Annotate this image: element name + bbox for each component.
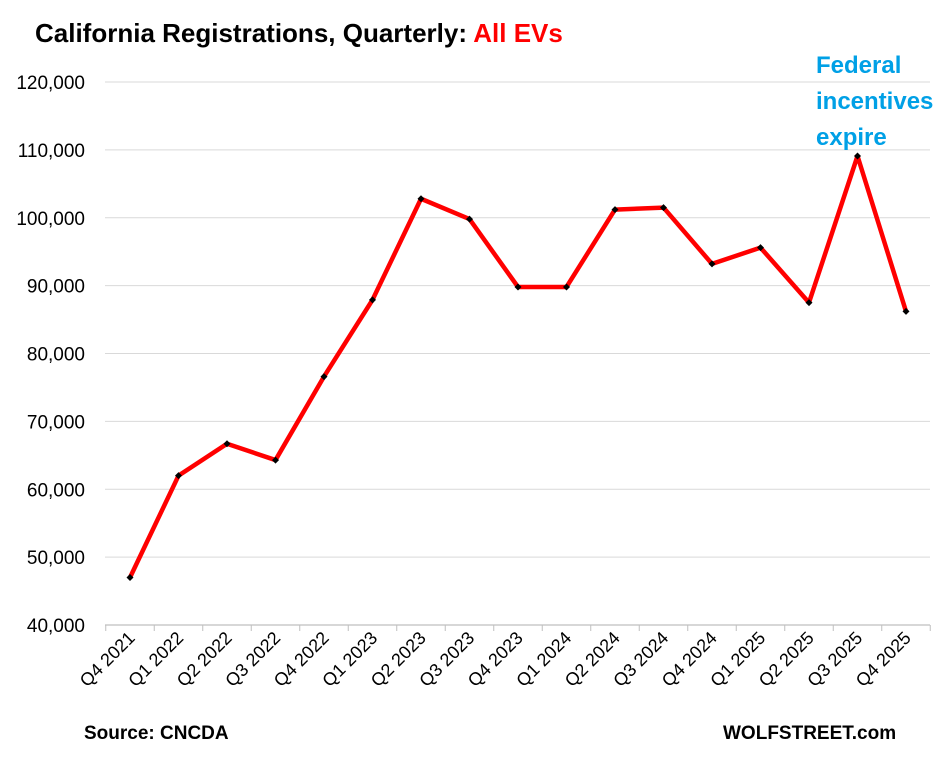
data-point	[902, 307, 910, 315]
annotation-line-2: incentives	[816, 88, 934, 115]
data-point	[854, 152, 861, 160]
data-point	[514, 283, 522, 291]
y-tick-label: 100,000	[16, 209, 85, 230]
source-label: Source: CNCDA	[84, 723, 229, 744]
y-tick-label: 60,000	[27, 480, 85, 501]
data-point	[805, 299, 813, 307]
x-axis	[105, 624, 931, 631]
chart-title-highlight: All EVs	[473, 18, 563, 48]
y-tick-label: 40,000	[27, 616, 85, 637]
data-point	[320, 373, 328, 381]
y-tick-label: 120,000	[16, 73, 85, 94]
data-point	[757, 244, 764, 252]
gridlines	[105, 81, 930, 558]
series-line	[127, 153, 909, 580]
y-tick-label: 90,000	[27, 277, 85, 298]
credit-label: WOLFSTREET.com	[723, 723, 897, 744]
chart-title-main: California Registrations, Quarterly:	[35, 18, 474, 48]
series-all-evs	[126, 152, 910, 581]
data-point	[660, 204, 667, 212]
y-tick-label: 50,000	[27, 548, 85, 569]
annotation-line-1: Federal	[816, 52, 902, 79]
data-point	[272, 456, 279, 464]
data-point	[126, 573, 134, 581]
data-point	[175, 472, 182, 480]
y-axis-labels: 40,000 50,000 60,000 70,000 80,000 90,000 100,…	[16, 73, 85, 637]
y-tick-label: 80,000	[27, 345, 85, 366]
annotation-line-3: expire	[816, 124, 887, 151]
data-point	[563, 283, 570, 291]
data-point	[223, 440, 231, 448]
data-point	[611, 206, 619, 214]
data-point	[708, 260, 716, 268]
chart-title: California Registrations, Quarterly: All…	[35, 18, 563, 49]
y-tick-label: 70,000	[27, 412, 85, 433]
data-point	[369, 296, 376, 304]
data-point	[417, 195, 425, 203]
y-tick-label: 110,000	[18, 141, 85, 162]
data-point	[466, 215, 473, 223]
annotation-federal-incentives: Federal incentives expire	[816, 48, 946, 156]
